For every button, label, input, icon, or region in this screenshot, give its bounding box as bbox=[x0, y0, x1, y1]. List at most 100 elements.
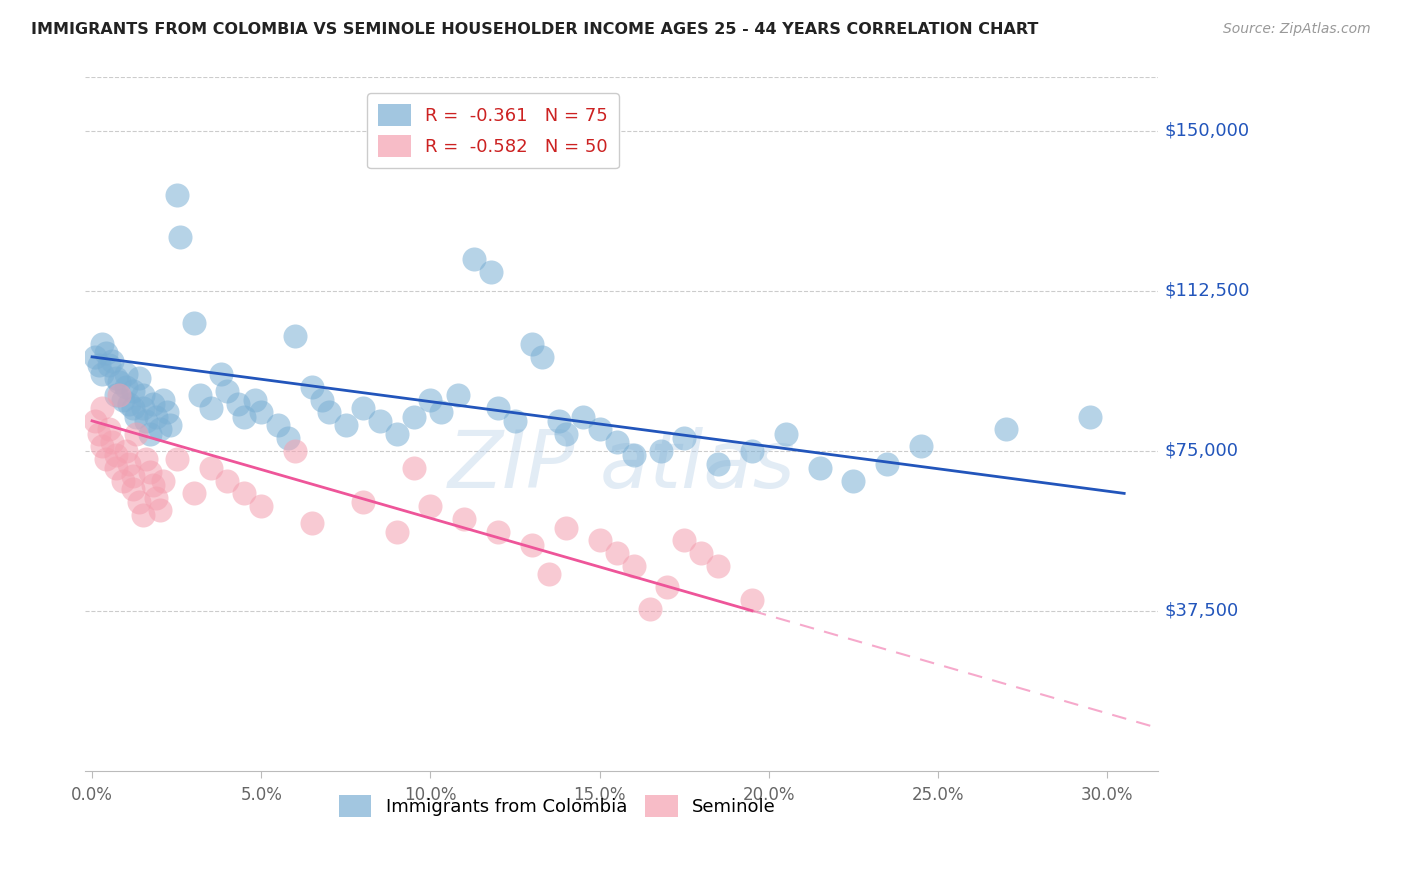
Point bbox=[352, 495, 374, 509]
Point bbox=[284, 443, 307, 458]
Point bbox=[606, 435, 628, 450]
Text: $150,000: $150,000 bbox=[1164, 122, 1250, 140]
Point bbox=[463, 252, 485, 266]
Point bbox=[775, 426, 797, 441]
Point bbox=[548, 414, 571, 428]
Point bbox=[842, 474, 865, 488]
Point bbox=[233, 486, 256, 500]
Point bbox=[623, 558, 645, 573]
Point bbox=[707, 558, 730, 573]
Point bbox=[994, 422, 1017, 436]
Point bbox=[101, 354, 124, 368]
Point bbox=[111, 474, 134, 488]
Point bbox=[138, 465, 160, 479]
Point bbox=[108, 388, 131, 402]
Point bbox=[104, 388, 127, 402]
Point bbox=[125, 409, 148, 424]
Point bbox=[149, 503, 172, 517]
Point bbox=[741, 593, 763, 607]
Point bbox=[121, 384, 143, 398]
Point bbox=[531, 350, 554, 364]
Point bbox=[419, 392, 441, 407]
Point bbox=[128, 495, 150, 509]
Point bbox=[115, 443, 138, 458]
Point bbox=[277, 431, 299, 445]
Point bbox=[132, 508, 155, 522]
Point bbox=[284, 328, 307, 343]
Point bbox=[707, 457, 730, 471]
Point bbox=[87, 426, 110, 441]
Point bbox=[673, 431, 696, 445]
Point bbox=[876, 457, 898, 471]
Point bbox=[104, 460, 127, 475]
Point bbox=[149, 422, 172, 436]
Point bbox=[111, 392, 134, 407]
Point bbox=[166, 187, 188, 202]
Point bbox=[243, 392, 266, 407]
Point bbox=[152, 392, 174, 407]
Point bbox=[91, 440, 114, 454]
Point bbox=[233, 409, 256, 424]
Point bbox=[301, 380, 323, 394]
Point bbox=[94, 452, 117, 467]
Point bbox=[402, 460, 425, 475]
Point bbox=[87, 359, 110, 373]
Point bbox=[98, 422, 121, 436]
Point bbox=[571, 409, 593, 424]
Point bbox=[589, 533, 612, 548]
Point bbox=[152, 474, 174, 488]
Point bbox=[183, 486, 205, 500]
Point bbox=[145, 491, 167, 505]
Point bbox=[419, 499, 441, 513]
Point bbox=[486, 524, 509, 539]
Point bbox=[429, 405, 451, 419]
Point bbox=[132, 388, 155, 402]
Point bbox=[121, 469, 143, 483]
Point bbox=[169, 230, 191, 244]
Point bbox=[209, 367, 232, 381]
Point bbox=[108, 376, 131, 390]
Point bbox=[554, 426, 576, 441]
Point bbox=[226, 397, 249, 411]
Point bbox=[132, 401, 155, 415]
Point bbox=[657, 580, 679, 594]
Point bbox=[808, 460, 831, 475]
Point bbox=[101, 435, 124, 450]
Point bbox=[115, 367, 138, 381]
Text: $75,000: $75,000 bbox=[1164, 442, 1239, 459]
Legend: Immigrants from Colombia, Seminole: Immigrants from Colombia, Seminole bbox=[332, 788, 783, 824]
Point bbox=[155, 405, 177, 419]
Point bbox=[118, 397, 141, 411]
Point bbox=[142, 397, 165, 411]
Point bbox=[368, 414, 391, 428]
Point bbox=[135, 452, 157, 467]
Text: ZIP atlas: ZIP atlas bbox=[447, 426, 796, 505]
Text: Source: ZipAtlas.com: Source: ZipAtlas.com bbox=[1223, 22, 1371, 37]
Point bbox=[402, 409, 425, 424]
Point bbox=[200, 401, 222, 415]
Point bbox=[690, 546, 713, 560]
Point bbox=[138, 426, 160, 441]
Point bbox=[267, 418, 290, 433]
Point bbox=[183, 316, 205, 330]
Point bbox=[84, 414, 107, 428]
Point bbox=[125, 426, 148, 441]
Point bbox=[554, 520, 576, 534]
Point bbox=[128, 371, 150, 385]
Text: IMMIGRANTS FROM COLOMBIA VS SEMINOLE HOUSEHOLDER INCOME AGES 25 - 44 YEARS CORRE: IMMIGRANTS FROM COLOMBIA VS SEMINOLE HOU… bbox=[31, 22, 1038, 37]
Point bbox=[453, 512, 475, 526]
Point bbox=[479, 264, 502, 278]
Point bbox=[385, 426, 408, 441]
Point bbox=[91, 401, 114, 415]
Text: $112,500: $112,500 bbox=[1164, 282, 1250, 300]
Point bbox=[250, 405, 273, 419]
Point bbox=[520, 337, 543, 351]
Point bbox=[503, 414, 526, 428]
Point bbox=[121, 401, 143, 415]
Point bbox=[741, 443, 763, 458]
Point bbox=[640, 601, 662, 615]
Point bbox=[91, 337, 114, 351]
Point bbox=[589, 422, 612, 436]
Point bbox=[673, 533, 696, 548]
Point bbox=[84, 350, 107, 364]
